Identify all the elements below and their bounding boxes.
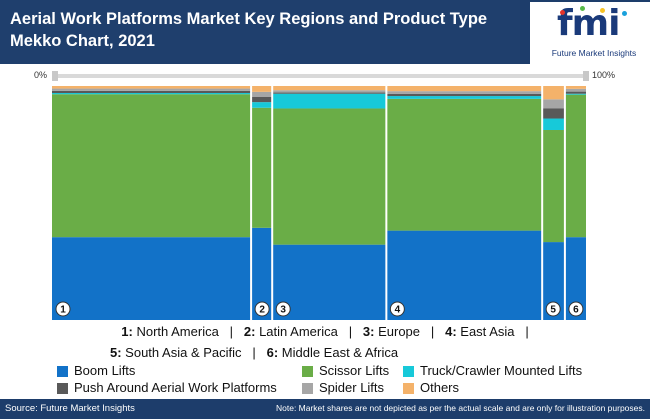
legend-swatch-spider xyxy=(302,383,313,394)
segment-3-spider-lifts xyxy=(272,90,387,93)
region-num-6: 6: xyxy=(266,345,279,360)
fmi-logo: fmi Future Market Insights xyxy=(530,2,650,64)
legend-label-push: Push Around Aerial Work Platforms xyxy=(74,380,277,395)
logo-text: fmi xyxy=(557,3,621,44)
region-num-3: 3: xyxy=(362,324,375,339)
scale-cap-left xyxy=(52,71,58,81)
legend-swatch-truck xyxy=(403,366,414,377)
region-badge-label-6: 6 xyxy=(573,305,579,316)
segment-1-others xyxy=(52,86,252,89)
scale-cap-right xyxy=(583,71,589,81)
legend-swatch-scissor xyxy=(302,366,313,377)
segment-4-others xyxy=(386,86,543,92)
region-name-4: East Asia xyxy=(456,324,515,339)
region-num-4: 4: xyxy=(445,324,457,339)
region-num-1: 1: xyxy=(121,324,133,339)
segment-6-truck-crawler-mounted-lifts xyxy=(564,93,586,95)
legend-label-spider: Spider Lifts xyxy=(319,380,385,395)
segment-5-truck-crawler-mounted-lifts xyxy=(542,118,565,130)
legend-swatch-push xyxy=(57,383,68,394)
segment-4-scissor-lifts xyxy=(386,98,543,231)
region-num-2: 2: xyxy=(243,324,256,339)
footer-bar: Source: Future Market Insights Note: Mar… xyxy=(0,399,650,419)
region-badge-2 xyxy=(254,301,270,317)
segment-4-spider-lifts xyxy=(386,91,543,94)
logo-dot-yellow xyxy=(600,8,605,13)
segment-1-spider-lifts xyxy=(52,88,252,91)
legend-label-others: Others xyxy=(420,380,460,395)
segment-2-others xyxy=(251,86,273,92)
segment-6-spider-lifts xyxy=(564,88,586,92)
segment-3-others xyxy=(272,86,387,91)
region-sep: | xyxy=(430,324,435,339)
segment-2-push-around-aerial-work-platforms xyxy=(251,96,273,103)
region-name-2: Latin America xyxy=(255,324,338,339)
segment-1-push-around-aerial-work-platforms xyxy=(52,90,252,94)
region-sep: | xyxy=(525,324,529,339)
region-legend-line2: 5: South Asia & Pacific | 6: Middle East… xyxy=(110,345,398,360)
segment-4-push-around-aerial-work-platforms xyxy=(386,93,543,97)
title-panel: Aerial Work Platforms Market Key Regions… xyxy=(0,0,520,64)
scale-label-100: 100% xyxy=(592,70,616,80)
segment-4-boom-lifts xyxy=(386,230,543,320)
region-badge-5 xyxy=(545,301,561,317)
mekko-chart: 1 2 3 4 5 6 xyxy=(52,86,586,320)
segment-6-scissor-lifts xyxy=(564,94,586,238)
logo-dot-blue xyxy=(622,11,627,16)
region-badge-6 xyxy=(568,301,584,317)
region-badge-label-5: 5 xyxy=(550,305,556,316)
region-badge-4 xyxy=(389,301,405,317)
region-badge-3 xyxy=(275,301,291,317)
region-badge-label-1: 1 xyxy=(60,305,66,316)
segment-1-truck-crawler-mounted-lifts xyxy=(52,93,252,95)
segment-6-boom-lifts xyxy=(564,237,586,320)
segment-5-spider-lifts xyxy=(542,99,565,109)
region-badge-label-4: 4 xyxy=(395,305,401,316)
segment-3-scissor-lifts xyxy=(272,108,387,245)
footer-source: Source: Future Market Insights xyxy=(5,403,135,414)
segment-2-boom-lifts xyxy=(251,227,273,320)
legend-label-scissor: Scissor Lifts xyxy=(319,363,390,378)
logo-dot-green xyxy=(580,6,585,11)
region-num-5: 5: xyxy=(110,345,122,360)
segment-5-push-around-aerial-work-platforms xyxy=(542,108,565,119)
region-badge-label-3: 3 xyxy=(280,305,286,316)
segment-3-truck-crawler-mounted-lifts xyxy=(272,93,387,109)
legend-swatch-boom xyxy=(57,366,68,377)
segment-5-boom-lifts xyxy=(542,242,565,320)
logo-subtitle: Future Market Insights xyxy=(551,48,637,58)
legend-label-truck: Truck/Crawler Mounted Lifts xyxy=(420,363,583,378)
region-legend-line1: 1: North America | 2: Latin America | 3:… xyxy=(0,324,650,339)
region-name-1: North America xyxy=(132,324,219,339)
footer-note: Note: Market shares are not depicted as … xyxy=(275,403,645,413)
region-sep: | xyxy=(252,345,256,360)
legend-label-boom: Boom Lifts xyxy=(74,363,136,378)
region-sep: | xyxy=(229,324,234,339)
scale-rail xyxy=(52,74,586,78)
segment-5-scissor-lifts xyxy=(542,129,565,243)
segment-6-push-around-aerial-work-platforms xyxy=(564,91,586,94)
region-sep: | xyxy=(348,324,353,339)
scale-label-0: 0% xyxy=(34,70,48,80)
region-name-3: Europe xyxy=(374,324,421,339)
segment-3-boom-lifts xyxy=(272,244,387,320)
segment-5-others xyxy=(542,86,565,100)
region-name-5: South Asia & Pacific xyxy=(121,345,242,360)
segment-4-truck-crawler-mounted-lifts xyxy=(386,96,543,99)
header-bar: Aerial Work Platforms Market Key Regions… xyxy=(0,0,650,64)
chart-title: Aerial Work Platforms Market Key Regions… xyxy=(10,10,488,50)
region-badge-label-2: 2 xyxy=(259,305,265,316)
segment-2-truck-crawler-mounted-lifts xyxy=(251,102,273,108)
segment-6-others xyxy=(564,86,586,89)
segment-2-spider-lifts xyxy=(251,91,273,97)
segment-2-scissor-lifts xyxy=(251,107,273,228)
region-name-6: Middle East & Africa xyxy=(278,345,399,360)
region-badge-1 xyxy=(55,301,71,317)
segment-1-scissor-lifts xyxy=(52,94,252,238)
segment-3-push-around-aerial-work-platforms xyxy=(272,92,387,94)
logo-dot-red xyxy=(560,10,565,15)
segment-1-boom-lifts xyxy=(52,237,252,320)
legend-swatch-others xyxy=(403,383,414,394)
